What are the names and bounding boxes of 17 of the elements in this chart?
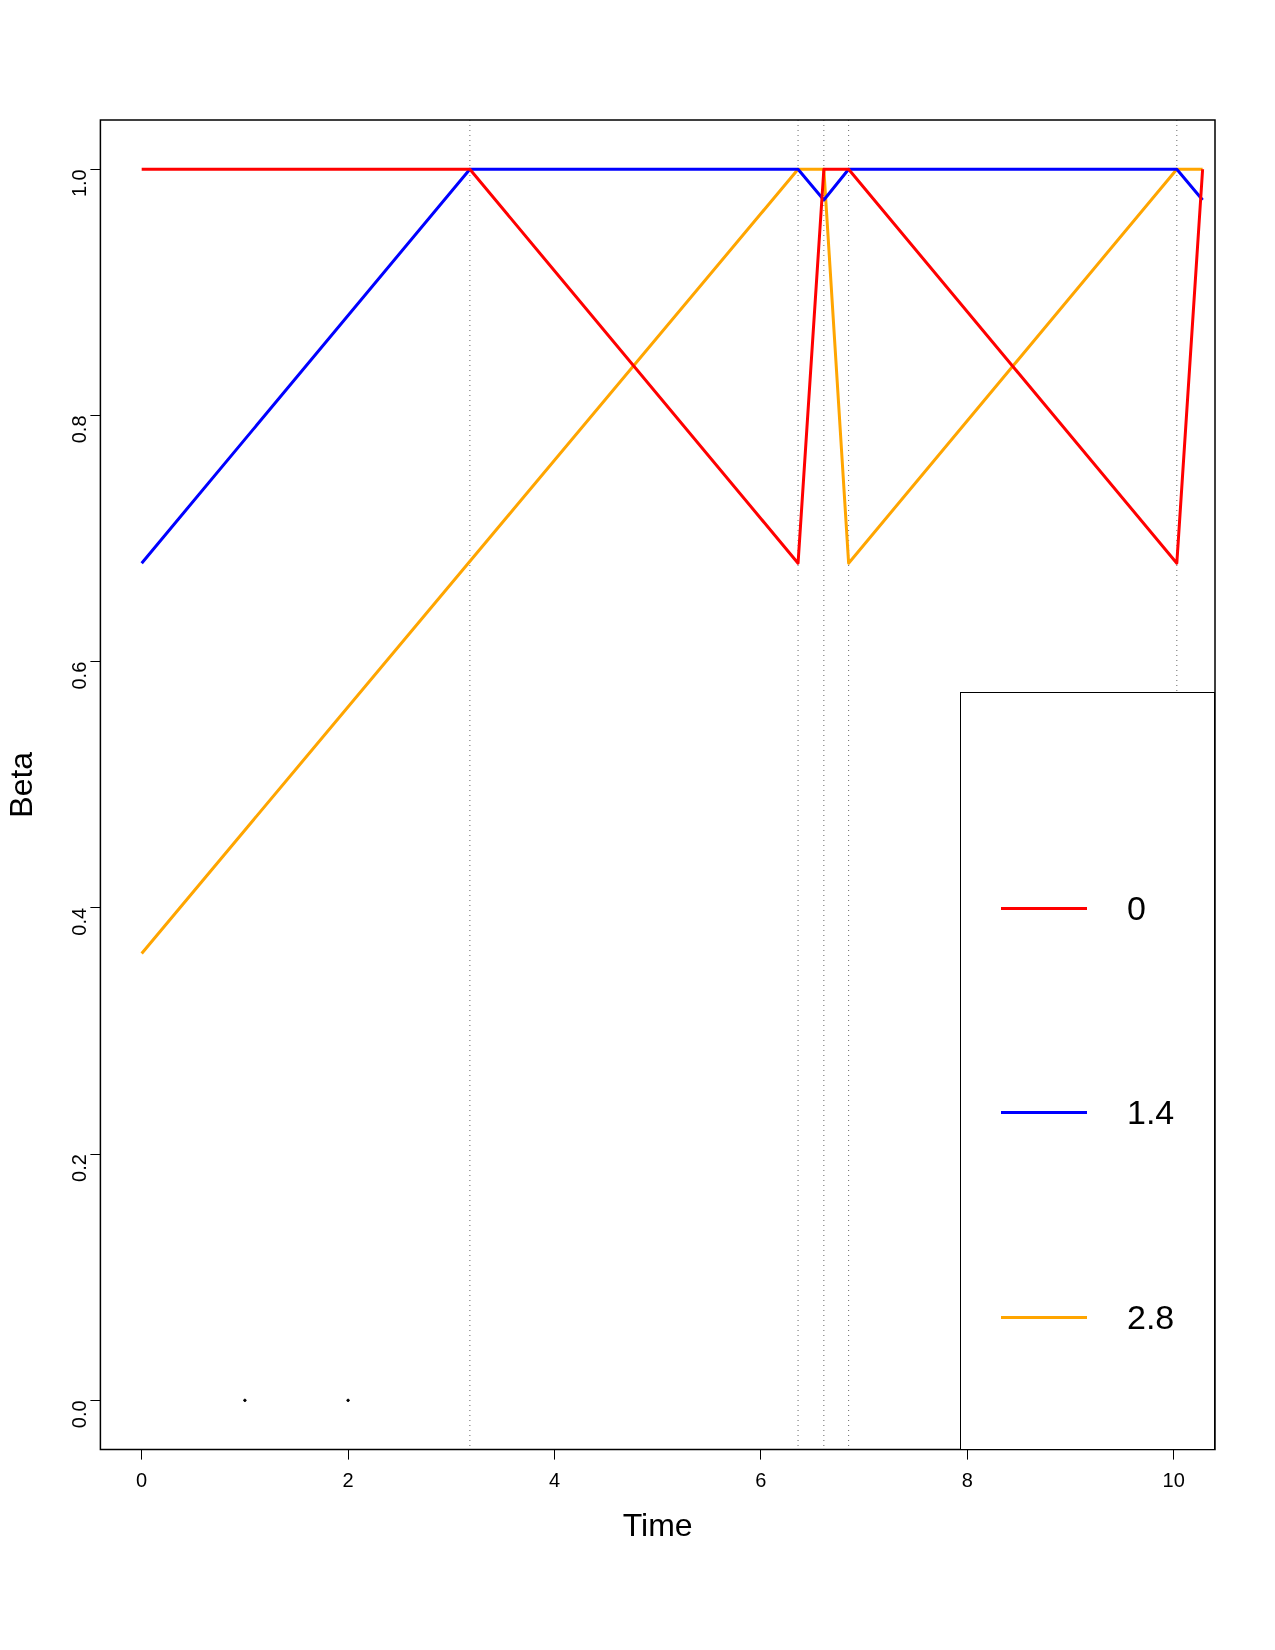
x-tick-label: 8 bbox=[961, 1469, 973, 1492]
x-tick-label: 10 bbox=[1162, 1469, 1185, 1492]
y-tick-label: 0.2 bbox=[67, 1154, 90, 1182]
x-axis-title: Time bbox=[622, 1506, 693, 1543]
x-tick-label: 6 bbox=[755, 1469, 767, 1492]
legend-label: 1.4 bbox=[1127, 1093, 1175, 1133]
x-tick-label: 0 bbox=[136, 1469, 148, 1492]
x-tick-label: 2 bbox=[342, 1469, 354, 1492]
y-tick-label: 1.0 bbox=[67, 169, 90, 198]
y-tick-label: 0.6 bbox=[67, 661, 90, 690]
y-tick-label: 0.0 bbox=[67, 1400, 90, 1429]
y-axis-title: Beta bbox=[3, 751, 40, 818]
legend-label: 0 bbox=[1127, 888, 1146, 928]
x-tick-label: 4 bbox=[548, 1469, 561, 1492]
y-tick-label: 0.8 bbox=[67, 415, 90, 444]
legend-label: 2.8 bbox=[1127, 1297, 1175, 1337]
y-tick-label: 0.4 bbox=[67, 907, 90, 936]
